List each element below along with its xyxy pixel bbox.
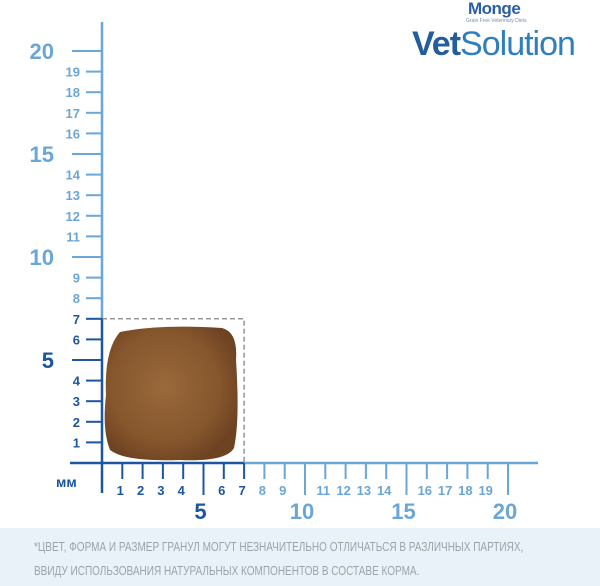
vertical-minor-label: 4 <box>73 374 81 389</box>
vertical-minor-label: 11 <box>66 229 80 244</box>
vertical-minor-label: 19 <box>66 65 80 80</box>
vetsolution-logo: VetSolution <box>412 25 576 63</box>
horizontal-minor-label: 4 <box>178 483 186 498</box>
vetsolution-prefix: Vet <box>412 25 461 63</box>
horizontal-major-label: 20 <box>493 499 517 524</box>
vertical-minor-label: 14 <box>66 168 81 183</box>
horizontal-minor-label: 1 <box>117 483 124 498</box>
kibble-image <box>104 326 238 461</box>
vertical-minor-label: 18 <box>66 85 80 100</box>
monge-logo: Monge <box>468 0 521 18</box>
vertical-major-label: 5 <box>42 348 54 373</box>
horizontal-minor-label: 13 <box>357 483 371 498</box>
horizontal-major-label: 5 <box>194 499 206 524</box>
vertical-minor-label: 2 <box>73 415 80 430</box>
horizontal-minor-label: 2 <box>137 483 144 498</box>
vertical-major-label: 15 <box>30 142 54 167</box>
size-ruler: 1122334455667788991010111112121313141415… <box>30 22 538 524</box>
horizontal-minor-label: 16 <box>418 483 432 498</box>
vertical-minor-label: 3 <box>73 394 80 409</box>
vertical-major-label: 10 <box>30 245 54 270</box>
vertical-minor-label: 12 <box>66 209 80 224</box>
vertical-minor-label: 6 <box>73 332 80 347</box>
vertical-minor-label: 1 <box>73 435 80 450</box>
vetsolution-suffix: Solution <box>460 25 576 63</box>
horizontal-minor-label: 17 <box>438 483 452 498</box>
horizontal-minor-label: 9 <box>279 483 286 498</box>
vertical-minor-label: 8 <box>73 291 80 306</box>
horizontal-minor-label: 3 <box>157 483 164 498</box>
horizontal-minor-label: 12 <box>336 483 350 498</box>
horizontal-minor-label: 7 <box>238 483 245 498</box>
horizontal-minor-label: 14 <box>377 483 392 498</box>
disclaimer-line-2: ВВИДУ ИСПОЛЬЗОВАНИЯ НАТУРАЛЬНЫХ КОМПОНЕН… <box>34 564 420 578</box>
vertical-minor-label: 16 <box>66 126 80 141</box>
disclaimer-line-1: *ЦВЕТ, ФОРМА И РАЗМЕР ГРАНУЛ МОГУТ НЕЗНА… <box>34 540 524 554</box>
horizontal-major-label: 15 <box>391 499 415 524</box>
horizontal-minor-label: 11 <box>316 483 330 498</box>
disclaimer: *ЦВЕТ, ФОРМА И РАЗМЕР ГРАНУЛ МОГУТ НЕЗНА… <box>0 528 600 586</box>
horizontal-minor-label: 18 <box>458 483 472 498</box>
vertical-minor-label: 9 <box>73 271 80 286</box>
vertical-minor-label: 13 <box>66 188 80 203</box>
brand-tagline: Grain Free Veterinary Diets <box>466 18 527 24</box>
vertical-major-label: 20 <box>30 39 54 64</box>
horizontal-minor-label: 8 <box>259 483 266 498</box>
vertical-minor-label: 7 <box>73 312 80 327</box>
horizontal-minor-label: 19 <box>478 483 492 498</box>
horizontal-minor-label: 6 <box>218 483 225 498</box>
horizontal-major-label: 10 <box>290 499 314 524</box>
vertical-minor-label: 17 <box>66 106 80 121</box>
unit-label: мм <box>56 474 77 490</box>
